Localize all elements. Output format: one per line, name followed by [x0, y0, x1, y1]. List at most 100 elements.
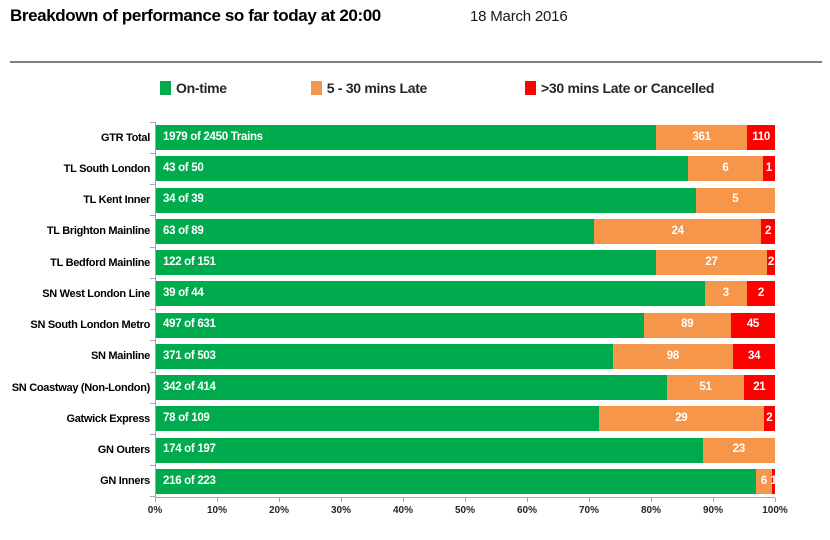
legend-label: >30 mins Late or Cancelled: [541, 80, 715, 96]
segment-very-late: 45: [730, 312, 775, 338]
chart-row: GN Inners 216 of 223 6 1: [100, 465, 777, 497]
segment-late-value: 29: [675, 412, 688, 425]
stacked-bar: 63 of 89 24 2: [156, 218, 775, 244]
segment-late: 24: [594, 218, 762, 244]
segment-on-time-value: 216 of 223: [163, 474, 216, 487]
segment-on-time: 34 of 39: [156, 187, 696, 213]
x-axis-tick-label: 90%: [702, 505, 724, 516]
chart-row: TL South London 43 of 50 6 1: [64, 152, 775, 184]
chart-rows: GTR Total 1979 of 2450 Trains 361 110 TL…: [12, 121, 777, 497]
stacked-bar: 342 of 414 51 21: [156, 375, 775, 401]
category-label: GN Inners: [100, 475, 150, 488]
category-label: TL South London: [63, 162, 151, 175]
segment-late: 3: [704, 281, 747, 307]
stacked-bar: 497 of 631 89 45: [156, 312, 775, 338]
segment-very-late: 2: [763, 406, 775, 432]
chart-row: SN Coastway (Non-London) 342 of 414 51 2…: [12, 371, 775, 403]
segment-late: 361: [656, 125, 748, 151]
legend-label: On-time: [176, 80, 227, 96]
x-axis-tick-label: 60%: [516, 505, 538, 516]
stacked-bar: 122 of 151 27 2: [156, 250, 776, 276]
segment-late: 51: [667, 375, 744, 401]
chart-row: GN Outers 174 of 197 23: [98, 433, 775, 466]
legend-label: 5 - 30 mins Late: [326, 80, 428, 96]
segment-on-time-value: 342 of 414: [163, 380, 216, 393]
stacked-bar: 371 of 503 98 34: [156, 343, 775, 369]
stacked-bar: 34 of 39 5: [156, 187, 775, 213]
category-label: TL Kent Inner: [83, 194, 150, 207]
segment-on-time: 1979 of 2450 Trains: [156, 125, 656, 151]
legend-swatch-icon: [160, 81, 171, 95]
segment-on-time: 39 of 44: [156, 281, 705, 307]
chart-row: SN South London Metro 497 of 631 89 45: [30, 308, 775, 341]
x-axis-tick: [340, 498, 342, 502]
chart-row: SN West London Line 39 of 44 3 2: [42, 277, 775, 309]
segment-very-late: 2: [766, 250, 776, 276]
segment-on-time-value: 34 of 39: [163, 193, 204, 206]
segment-late: 29: [598, 406, 764, 432]
stacked-bar: 43 of 50 6 1: [156, 156, 775, 182]
segment-very-late-value: 2: [757, 287, 764, 300]
segment-very-late-value: 2: [766, 412, 773, 425]
segment-on-time-value: 497 of 631: [163, 318, 216, 331]
segment-late-value: 3: [722, 287, 729, 300]
segment-on-time-value: 43 of 50: [163, 162, 204, 175]
chart-row: SN Mainline 371 of 503 98 34: [91, 340, 775, 372]
chart-row: GTR Total 1979 of 2450 Trains 361 110: [101, 121, 775, 153]
legend-item: 5 - 30 mins Late: [310, 80, 428, 96]
segment-on-time: 43 of 50: [156, 156, 689, 182]
chart-row: TL Kent Inner 34 of 39 5: [83, 183, 775, 216]
x-axis-tick-label: 70%: [578, 505, 600, 516]
segment-very-late: 1: [771, 468, 777, 494]
x-axis-tick: [588, 498, 590, 502]
x-axis-tick-label: 100%: [762, 505, 788, 516]
segment-late-value: 6: [760, 474, 767, 487]
stacked-bar: 174 of 197 23: [156, 437, 775, 463]
stacked-bar: 1979 of 2450 Trains 361 110: [156, 125, 775, 151]
segment-late: 27: [656, 250, 767, 276]
category-label: SN West London Line: [42, 287, 150, 300]
x-axis-tick: [650, 498, 652, 502]
segment-late-value: 51: [699, 380, 712, 393]
segment-on-time-value: 174 of 197: [163, 443, 216, 456]
x-axis-tick-label: 0%: [147, 505, 163, 516]
x-axis-tick-label: 80%: [640, 505, 662, 516]
category-label: GTR Total: [100, 131, 150, 144]
category-label: SN Mainline: [90, 350, 150, 363]
segment-very-late-value: 1: [765, 162, 772, 175]
segment-on-time: 122 of 151: [156, 250, 657, 276]
category-label: GN Outers: [97, 444, 151, 457]
segment-very-late-value: 2: [764, 224, 772, 237]
segment-on-time: 216 of 223: [156, 468, 756, 494]
category-label: Gatwick Express: [66, 412, 150, 425]
segment-on-time-value: 63 of 89: [163, 224, 204, 237]
segment-on-time: 174 of 197: [156, 437, 703, 463]
segment-very-late-value: 34: [747, 349, 761, 362]
segment-on-time-value: 39 of 44: [163, 287, 204, 300]
x-axis-tick-label: 40%: [392, 505, 414, 516]
segment-on-time-value: 371 of 503: [163, 349, 216, 362]
segment-late-value: 89: [681, 318, 694, 331]
x-axis-tick-label: 10%: [206, 505, 228, 516]
segment-very-late: 2: [761, 218, 775, 244]
header-divider: [10, 61, 822, 63]
segment-very-late: 21: [743, 375, 775, 401]
segment-late-value: 24: [671, 224, 685, 237]
chart-legend: On-time 5 - 30 mins Late >30 mins Late o…: [160, 78, 800, 98]
category-label: SN South London Metro: [30, 319, 150, 332]
chart-header: Breakdown of performance so far today at…: [10, 6, 822, 36]
legend-item: On-time: [160, 80, 227, 96]
report-date: 18 March 2016: [470, 8, 568, 25]
x-axis-tick: [402, 498, 404, 502]
segment-very-late-value: 45: [746, 318, 760, 331]
category-label: TL Bedford Mainline: [50, 256, 150, 269]
x-axis-tick: [774, 498, 776, 502]
x-axis-tick-label: 20%: [268, 505, 290, 516]
x-axis-tick: [154, 498, 156, 502]
performance-chart: GTR Total 1979 of 2450 Trains 361 110 TL…: [0, 121, 788, 525]
stacked-bar: 39 of 44 3 2: [156, 281, 775, 307]
segment-late-value: 5: [732, 193, 739, 206]
segment-late: 23: [702, 437, 775, 463]
x-axis: 0% 10% 20% 30% 40% 50% 60% 70% 80% 90% 1: [148, 497, 788, 525]
segment-very-late: 34: [733, 343, 775, 369]
